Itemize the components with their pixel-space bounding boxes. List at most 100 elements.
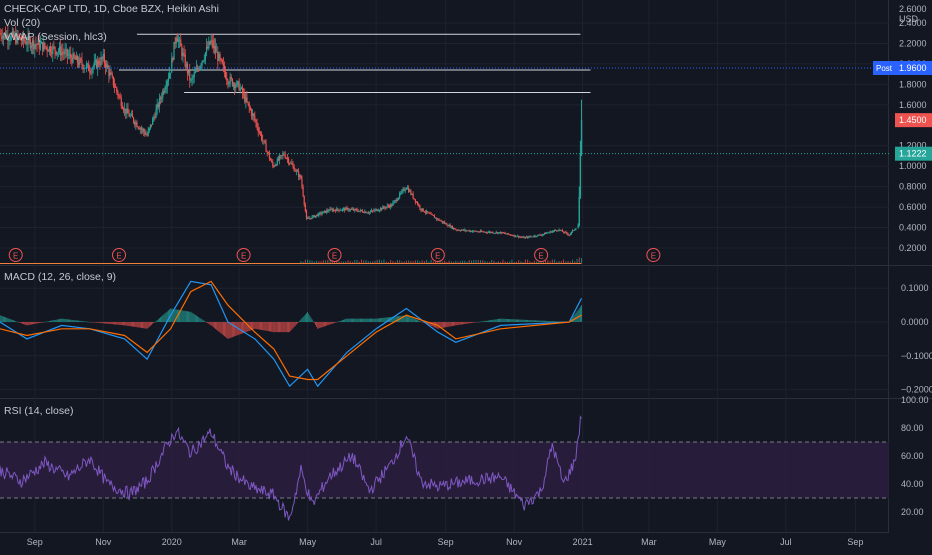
volume-bar (383, 260, 384, 263)
macd-histogram-bar (492, 320, 493, 322)
volume-bar (579, 257, 580, 263)
candle-body (113, 77, 114, 86)
macd-histogram-bar (580, 307, 581, 322)
candle-body (132, 114, 133, 117)
macd-histogram-bar (14, 321, 15, 322)
candle-body (199, 67, 200, 70)
candle-body (519, 237, 520, 238)
macd-histogram-bar (385, 318, 386, 322)
candle-body (544, 233, 545, 234)
macd-histogram-bar (556, 321, 557, 322)
candle-body (506, 234, 507, 235)
candle-body (561, 230, 562, 231)
candle-body (45, 47, 46, 48)
macd-histogram-bar (415, 319, 416, 322)
candle-body (150, 124, 151, 127)
candle-body (209, 41, 210, 43)
rsi-indicator-label[interactable]: RSI (14, close) (4, 405, 73, 417)
macd-histogram-bar (125, 322, 126, 326)
volume-bar (581, 258, 582, 263)
macd-histogram-bar (360, 319, 361, 322)
candle-body (317, 215, 318, 216)
candle-body (409, 191, 410, 192)
candle-body (372, 211, 373, 212)
macd-histogram-bar (15, 321, 16, 322)
macd-histogram-bar (108, 322, 109, 324)
time-tick-label: Nov (95, 537, 112, 547)
candle-body (159, 98, 160, 107)
macd-histogram-bar (210, 322, 211, 325)
macd-histogram-bar (366, 319, 367, 322)
macd-histogram-bar (227, 322, 228, 339)
macd-histogram-bar (378, 318, 379, 322)
volume-bar (547, 260, 548, 263)
macd-histogram-bar (77, 321, 78, 322)
candle-body (426, 211, 427, 212)
volume-bar (397, 260, 398, 263)
candle-body (353, 209, 354, 210)
macd-histogram-bar (382, 318, 383, 322)
macd-histogram-bar (277, 322, 278, 332)
volume-indicator-label[interactable]: Vol (20) (4, 17, 40, 29)
time-tick-label: Jul (370, 537, 382, 547)
candle-body (497, 232, 498, 233)
volume-bar (545, 260, 546, 263)
macd-histogram-bar (185, 311, 186, 322)
macd-histogram-bar (140, 322, 141, 328)
candle-body (327, 210, 328, 211)
candle-body (418, 205, 419, 206)
macd-histogram-bar (259, 322, 260, 330)
volume-bar (431, 260, 432, 263)
price-tick-label: 1.0000 (899, 161, 927, 171)
macd-histogram-bar (38, 322, 39, 323)
candle-body (297, 171, 298, 172)
macd-histogram-bar (224, 322, 225, 336)
candle-body (483, 232, 484, 233)
candle-body (365, 212, 366, 213)
candle-body (166, 87, 167, 89)
macd-histogram-bar (186, 311, 187, 322)
candle-body (26, 44, 27, 45)
candle-body (565, 232, 566, 233)
vwap-indicator-label[interactable]: VWAP (Session, hlc3) (4, 31, 107, 43)
candle-body (453, 228, 454, 229)
macd-histogram-bar (114, 322, 115, 324)
candle-body (545, 233, 546, 234)
candle-body (215, 46, 216, 52)
volume-bar (554, 260, 555, 263)
macd-indicator-label[interactable]: MACD (12, 26, close, 9) (4, 271, 116, 283)
macd-histogram-bar (12, 320, 13, 322)
macd-histogram-bar (325, 322, 326, 326)
macd-histogram-bar (56, 320, 57, 322)
macd-histogram-bar (83, 321, 84, 322)
candle-body (47, 47, 48, 50)
candle-body (242, 88, 243, 94)
candle-body (95, 60, 96, 61)
rsi-tick-label: 80.00 (901, 423, 924, 433)
symbol-title[interactable]: CHECK-CAP LTD, 1D, Cboe BZX, Heikin Ashi (4, 3, 219, 15)
price-tick-label: 2.4000 (899, 18, 927, 28)
volume-bar (363, 260, 364, 263)
macd-histogram-bar (321, 322, 322, 328)
macd-histogram-bar (276, 322, 277, 332)
macd-histogram-bar (488, 320, 489, 322)
candle-body (172, 58, 173, 60)
macd-histogram-bar (21, 322, 22, 323)
candle-body (285, 155, 286, 158)
candle-body (40, 44, 41, 49)
volume-bar (574, 261, 575, 263)
macd-histogram-bar (290, 322, 291, 331)
candle-body (79, 59, 80, 65)
macd-histogram-bar (192, 313, 193, 322)
volume-bar (352, 262, 353, 263)
candle-body (269, 153, 270, 158)
macd-histogram-bar (120, 322, 121, 325)
macd-histogram-bar (422, 322, 423, 323)
volume-bar (381, 260, 382, 263)
candle-body (264, 140, 265, 143)
volume-bar (460, 261, 461, 263)
candle-body (491, 232, 492, 233)
candle-body (219, 54, 220, 59)
